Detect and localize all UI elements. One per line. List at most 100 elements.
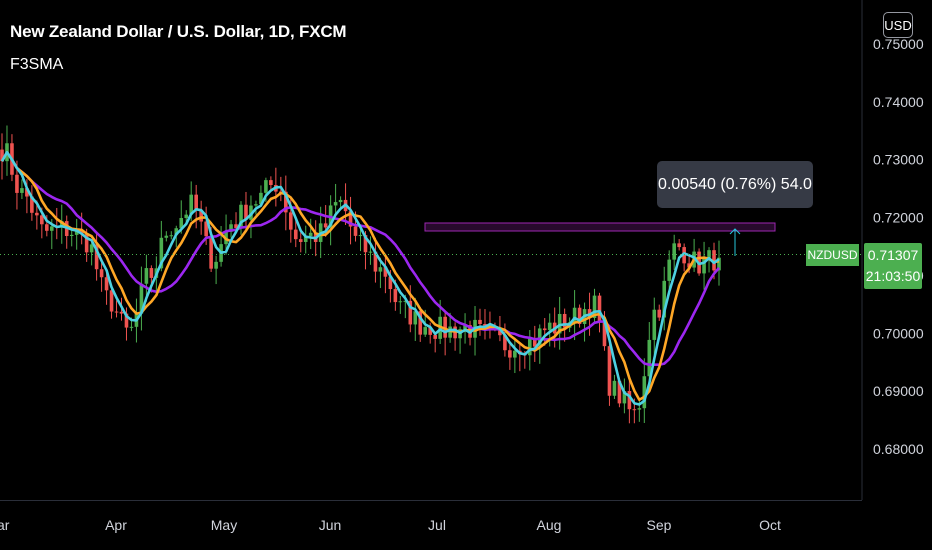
candle-body <box>40 215 44 225</box>
candle-body <box>498 328 502 336</box>
candle-body <box>622 391 627 404</box>
candle-body <box>333 202 338 206</box>
candle-body <box>229 224 233 232</box>
candle-body <box>159 237 164 269</box>
time-tick-label: ar <box>0 517 10 533</box>
price-tick-label: 0.68000 <box>873 441 924 457</box>
candle-body <box>298 239 303 242</box>
time-tick-label: Jun <box>319 517 342 533</box>
candle-body <box>239 204 243 228</box>
candle-body <box>189 194 194 215</box>
candle-body <box>702 257 706 274</box>
price-range-zone[interactable] <box>424 222 776 232</box>
candle-body <box>463 325 467 330</box>
price-tick-label: 0.74000 <box>873 94 924 110</box>
candle-body <box>174 228 179 236</box>
candle-body <box>717 257 721 271</box>
time-tick-label: Apr <box>105 517 127 533</box>
time-tick-label: Jul <box>428 517 446 533</box>
candle-body <box>562 313 567 328</box>
candle-body <box>577 307 582 324</box>
candle-body <box>338 199 343 203</box>
candle-body <box>358 235 363 237</box>
candle-body <box>483 323 487 326</box>
price-tick-label: 0.72000 <box>873 210 924 226</box>
candle-body <box>69 234 74 236</box>
sma-fast-line[interactable] <box>0 150 720 406</box>
candle-body <box>627 391 632 410</box>
candle-body <box>149 268 154 278</box>
candle-body <box>209 236 213 269</box>
candle-body <box>303 235 308 242</box>
candle-body <box>284 191 288 213</box>
candle-body <box>129 326 134 328</box>
candle-body <box>109 290 114 312</box>
candle-body <box>672 243 676 260</box>
candle-body <box>652 309 657 340</box>
candle-body <box>144 268 149 284</box>
candle-body <box>662 280 667 318</box>
candle-body <box>682 247 686 264</box>
currency-button[interactable]: USD <box>883 12 913 38</box>
sma-mid-line[interactable] <box>0 150 720 401</box>
candle-body <box>617 380 622 404</box>
price-tick-label: 0.70000 <box>873 325 924 341</box>
candle-body <box>15 174 19 193</box>
candle-body <box>542 328 547 331</box>
indicator-label[interactable]: F3SMA <box>10 56 64 73</box>
candle-body <box>388 276 393 290</box>
candle-body <box>707 250 711 258</box>
candle-body <box>667 259 672 281</box>
candle-body <box>124 313 129 328</box>
candle-body <box>383 267 388 277</box>
candle-body <box>612 380 617 396</box>
candle-body <box>527 338 532 356</box>
candle-body <box>89 244 94 253</box>
price-tick-label: 0.73000 <box>873 152 924 168</box>
candle-body <box>94 244 99 270</box>
candle-body <box>204 221 208 237</box>
candle-body <box>99 269 104 278</box>
candle-body <box>632 409 637 411</box>
candle-body <box>513 350 517 358</box>
last-price-value: 0.71307 <box>867 247 919 263</box>
candle-body <box>348 211 353 227</box>
candle-body <box>378 267 383 272</box>
candle-body <box>49 226 54 231</box>
candle-body <box>592 295 597 318</box>
candle-body <box>647 339 652 377</box>
candle-body <box>0 149 4 162</box>
candle-body <box>418 311 423 335</box>
candle-body <box>104 277 109 291</box>
candle-body <box>607 346 612 396</box>
candle-body <box>687 263 691 268</box>
candle-body <box>288 212 293 230</box>
candle-body <box>657 309 662 318</box>
candle-body <box>547 322 552 331</box>
candle-body <box>408 300 413 325</box>
candle-body <box>413 311 418 325</box>
time-axis[interactable]: ar Apr May Jun Jul Aug Sep Oct <box>0 517 781 533</box>
candle-body <box>398 301 403 303</box>
candle-body <box>25 188 29 197</box>
candle-body <box>323 223 328 228</box>
candle-body <box>264 180 268 193</box>
candle-body <box>194 194 198 210</box>
candle-body <box>84 234 89 253</box>
bar-countdown: 21:03:50 <box>865 268 921 284</box>
candle-body <box>637 408 642 410</box>
candle-body <box>119 311 124 314</box>
candle-body <box>712 250 716 271</box>
candle-body <box>428 327 433 335</box>
candle-body <box>363 235 368 253</box>
candle-body <box>74 230 79 235</box>
candle-body <box>293 229 298 240</box>
candle-body <box>169 235 174 237</box>
candle-body <box>259 192 263 205</box>
candle-body <box>199 209 203 222</box>
candle-body <box>45 224 49 231</box>
candle-body <box>308 232 313 236</box>
price-tick-label: 0.75000 <box>873 36 924 52</box>
candle-body <box>353 226 358 236</box>
